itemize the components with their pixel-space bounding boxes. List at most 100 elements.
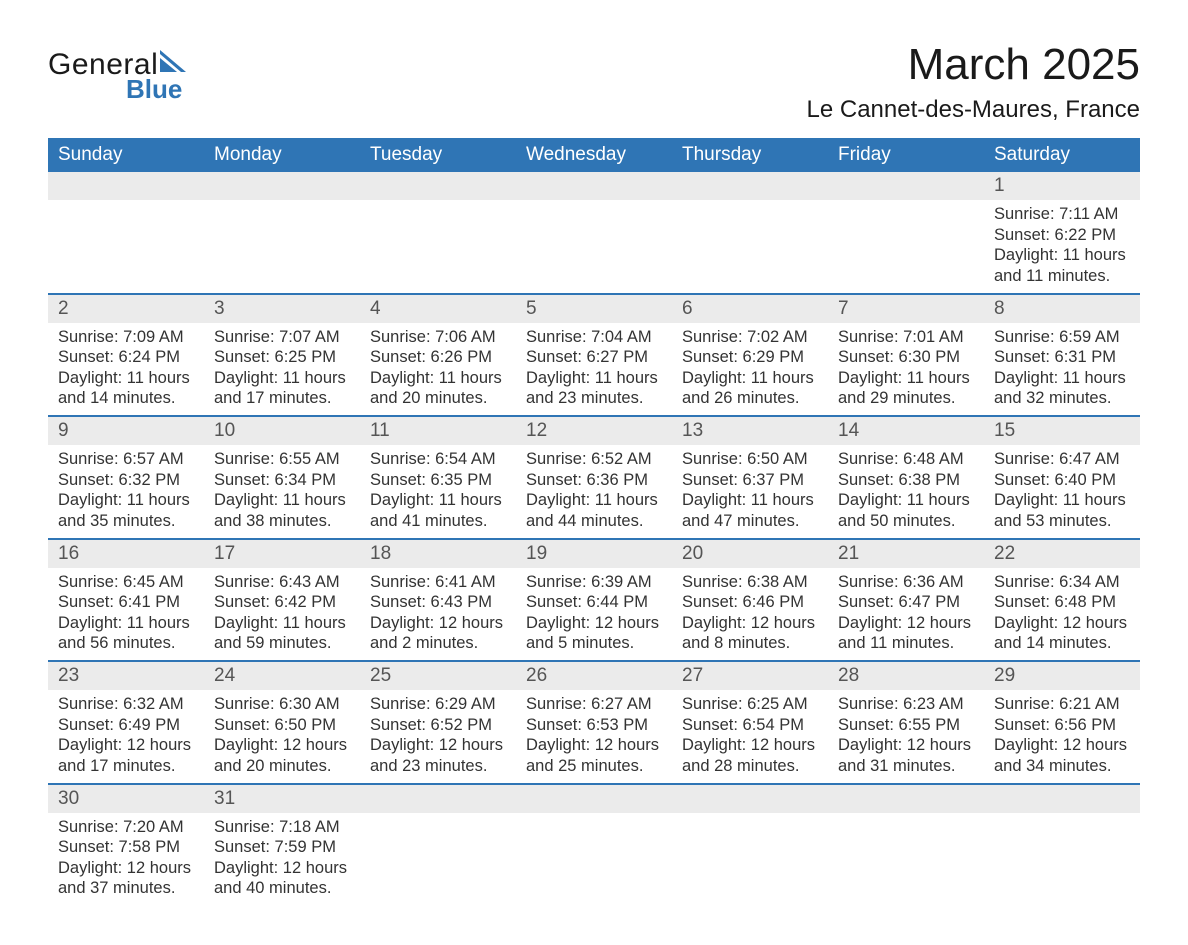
day-dl2: and 34 minutes. [994,756,1130,777]
day-dl1: Daylight: 11 hours [370,368,506,389]
day-sunset: Sunset: 6:46 PM [682,592,818,613]
day-sunrise: Sunrise: 7:18 AM [214,817,350,838]
day-number: 15 [984,417,1140,445]
day-sunset: Sunset: 6:38 PM [838,470,974,491]
day-dl1: Daylight: 11 hours [370,490,506,511]
day-data: Sunrise: 6:41 AMSunset: 6:43 PMDaylight:… [360,568,516,661]
day-sunset: Sunset: 6:50 PM [214,715,350,736]
weekday-header: Sunday [48,138,204,172]
day-number [516,172,672,200]
day-sunrise: Sunrise: 7:11 AM [994,204,1130,225]
calendar-cell-empty [672,784,828,906]
calendar-cell-empty [516,172,672,294]
day-data [828,200,984,282]
day-sunrise: Sunrise: 7:04 AM [526,327,662,348]
calendar-cell: 4Sunrise: 7:06 AMSunset: 6:26 PMDaylight… [360,294,516,417]
day-dl1: Daylight: 12 hours [214,735,350,756]
calendar-cell: 7Sunrise: 7:01 AMSunset: 6:30 PMDaylight… [828,294,984,417]
day-sunrise: Sunrise: 6:27 AM [526,694,662,715]
day-sunrise: Sunrise: 6:50 AM [682,449,818,470]
day-dl1: Daylight: 11 hours [58,490,194,511]
day-data: Sunrise: 6:59 AMSunset: 6:31 PMDaylight:… [984,323,1140,416]
day-sunset: Sunset: 6:34 PM [214,470,350,491]
day-number [204,172,360,200]
day-sunrise: Sunrise: 6:36 AM [838,572,974,593]
day-dl1: Daylight: 11 hours [58,368,194,389]
calendar-week: 9Sunrise: 6:57 AMSunset: 6:32 PMDaylight… [48,416,1140,539]
day-dl2: and 38 minutes. [214,511,350,532]
day-dl2: and 31 minutes. [838,756,974,777]
day-sunrise: Sunrise: 6:54 AM [370,449,506,470]
day-dl2: and 37 minutes. [58,878,194,899]
day-sunset: Sunset: 6:25 PM [214,347,350,368]
calendar-week: 1Sunrise: 7:11 AMSunset: 6:22 PMDaylight… [48,172,1140,294]
day-data [204,200,360,282]
day-data [516,813,672,895]
day-dl1: Daylight: 11 hours [994,490,1130,511]
day-data: Sunrise: 6:23 AMSunset: 6:55 PMDaylight:… [828,690,984,783]
day-number [360,785,516,813]
day-data: Sunrise: 6:34 AMSunset: 6:48 PMDaylight:… [984,568,1140,661]
day-number: 26 [516,662,672,690]
day-dl1: Daylight: 12 hours [994,613,1130,634]
day-sunset: Sunset: 6:27 PM [526,347,662,368]
day-dl1: Daylight: 11 hours [682,490,818,511]
day-dl2: and 23 minutes. [370,756,506,777]
day-data: Sunrise: 7:20 AMSunset: 7:58 PMDaylight:… [48,813,204,906]
day-dl1: Daylight: 12 hours [526,613,662,634]
calendar-cell: 22Sunrise: 6:34 AMSunset: 6:48 PMDayligh… [984,539,1140,662]
page-header: General Blue March 2025 Le Cannet-des-Ma… [48,40,1140,124]
day-data: Sunrise: 6:47 AMSunset: 6:40 PMDaylight:… [984,445,1140,538]
day-dl2: and 8 minutes. [682,633,818,654]
weekday-header: Wednesday [516,138,672,172]
day-sunrise: Sunrise: 6:52 AM [526,449,662,470]
day-sunset: Sunset: 6:55 PM [838,715,974,736]
day-dl1: Daylight: 11 hours [214,368,350,389]
day-number [828,785,984,813]
calendar-cell: 8Sunrise: 6:59 AMSunset: 6:31 PMDaylight… [984,294,1140,417]
day-sunset: Sunset: 7:58 PM [58,837,194,858]
day-data [516,200,672,282]
day-number: 18 [360,540,516,568]
day-dl1: Daylight: 11 hours [58,613,194,634]
calendar-cell: 13Sunrise: 6:50 AMSunset: 6:37 PMDayligh… [672,416,828,539]
calendar-week: 16Sunrise: 6:45 AMSunset: 6:41 PMDayligh… [48,539,1140,662]
calendar-cell: 17Sunrise: 6:43 AMSunset: 6:42 PMDayligh… [204,539,360,662]
day-sunset: Sunset: 6:30 PM [838,347,974,368]
day-sunrise: Sunrise: 7:07 AM [214,327,350,348]
day-number [672,172,828,200]
day-sunset: Sunset: 6:22 PM [994,225,1130,246]
day-dl2: and 41 minutes. [370,511,506,532]
day-number [360,172,516,200]
day-number: 6 [672,295,828,323]
day-dl2: and 14 minutes. [994,633,1130,654]
day-dl2: and 56 minutes. [58,633,194,654]
day-dl1: Daylight: 11 hours [214,613,350,634]
day-sunrise: Sunrise: 6:30 AM [214,694,350,715]
day-sunset: Sunset: 6:32 PM [58,470,194,491]
day-sunset: Sunset: 6:49 PM [58,715,194,736]
calendar-cell: 27Sunrise: 6:25 AMSunset: 6:54 PMDayligh… [672,661,828,784]
calendar-cell-empty [360,784,516,906]
day-sunset: Sunset: 6:42 PM [214,592,350,613]
day-dl2: and 25 minutes. [526,756,662,777]
day-data: Sunrise: 6:43 AMSunset: 6:42 PMDaylight:… [204,568,360,661]
day-dl2: and 26 minutes. [682,388,818,409]
day-sunrise: Sunrise: 6:25 AM [682,694,818,715]
day-dl2: and 23 minutes. [526,388,662,409]
day-dl1: Daylight: 11 hours [838,490,974,511]
day-number: 25 [360,662,516,690]
day-data [360,200,516,282]
weekday-header: Tuesday [360,138,516,172]
calendar-cell: 9Sunrise: 6:57 AMSunset: 6:32 PMDaylight… [48,416,204,539]
day-number: 17 [204,540,360,568]
day-data: Sunrise: 6:54 AMSunset: 6:35 PMDaylight:… [360,445,516,538]
day-sunrise: Sunrise: 6:47 AM [994,449,1130,470]
day-number [672,785,828,813]
day-dl2: and 29 minutes. [838,388,974,409]
day-sunrise: Sunrise: 7:01 AM [838,327,974,348]
day-dl2: and 47 minutes. [682,511,818,532]
day-number [984,785,1140,813]
day-data: Sunrise: 6:30 AMSunset: 6:50 PMDaylight:… [204,690,360,783]
day-sunrise: Sunrise: 6:21 AM [994,694,1130,715]
